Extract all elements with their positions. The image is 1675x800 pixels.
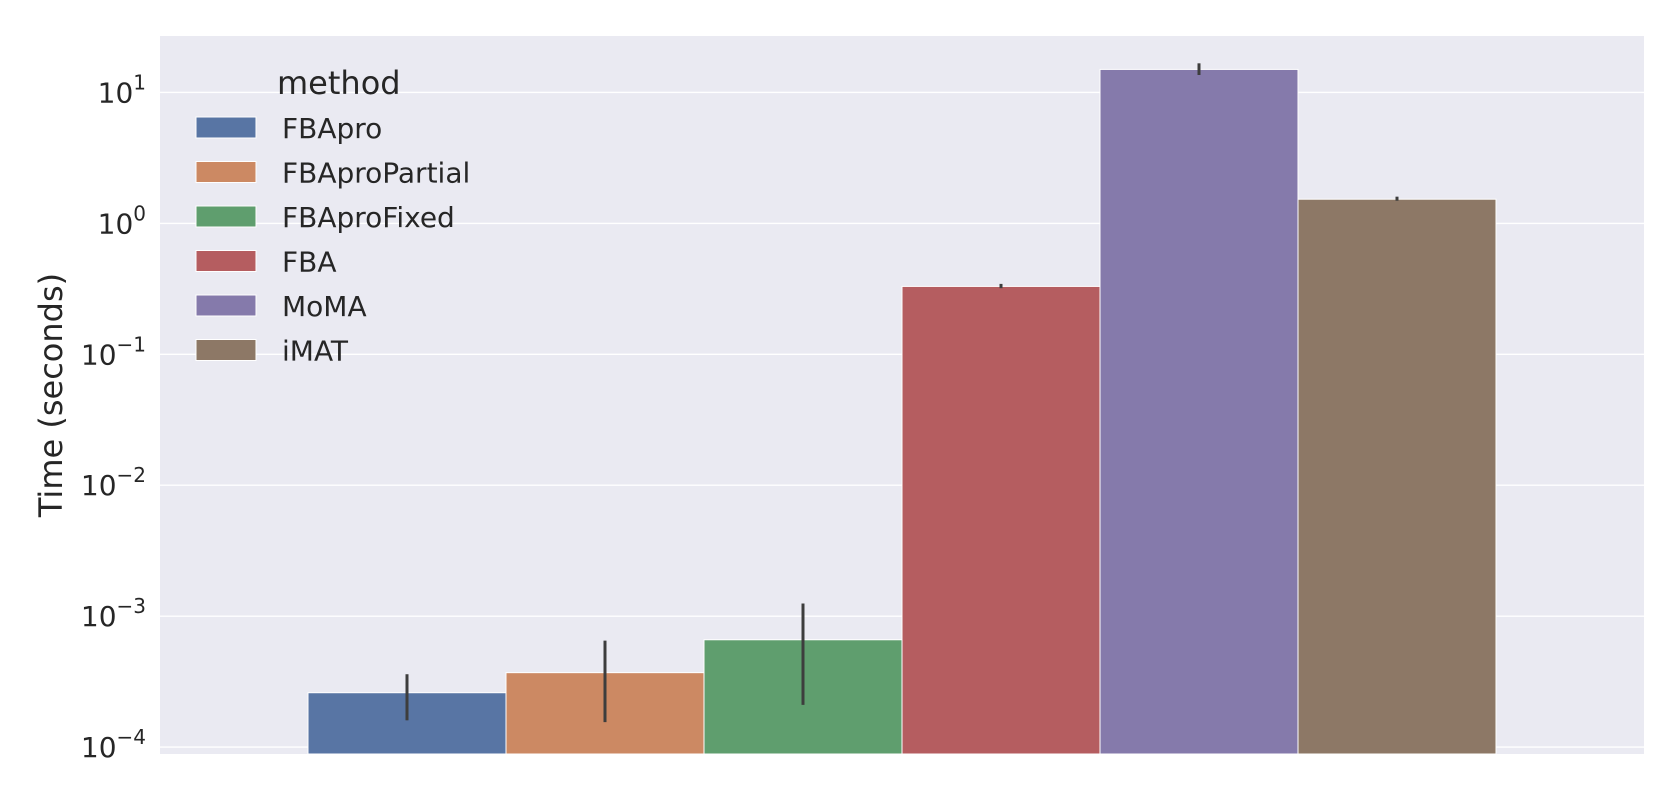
legend-swatch-fba bbox=[195, 250, 257, 272]
y-axis-label: Time (seconds) bbox=[32, 273, 70, 518]
bar-moma bbox=[1099, 68, 1299, 755]
y-tick-label: 10−1 bbox=[81, 332, 146, 371]
legend-swatch-moma bbox=[195, 294, 257, 317]
legend-label-moma: MoMA bbox=[282, 290, 367, 323]
y-tick-label: 10−4 bbox=[81, 725, 146, 764]
legend-label-imat: iMAT bbox=[282, 335, 349, 368]
bar-imat bbox=[1297, 198, 1497, 755]
legend-label-fbaprofixed: FBAproFixed bbox=[282, 201, 455, 234]
error-bars-group bbox=[405, 63, 1399, 723]
legend-title: method bbox=[277, 64, 401, 102]
bar-fba bbox=[901, 285, 1101, 755]
legend-swatch-fbapro bbox=[195, 116, 257, 139]
legend-label-fbapro: FBApro bbox=[282, 112, 382, 145]
y-axis-ticks: 10−4 10−3 10−2 10−1 100 101 bbox=[81, 70, 146, 764]
legend-swatch-fbapropartial bbox=[195, 161, 257, 183]
y-tick-label: 101 bbox=[98, 70, 146, 109]
legend-swatch-fbaprofixed bbox=[195, 205, 257, 228]
legend: method FBApro FBAproPartial FBAproFixed FBA… bbox=[195, 64, 470, 368]
bars-group bbox=[307, 68, 1497, 755]
legend-label-fbapropartial: FBAproPartial bbox=[282, 157, 470, 190]
y-tick-label: 10−3 bbox=[81, 594, 146, 633]
legend-swatch-imat bbox=[195, 339, 257, 361]
legend-label-fba: FBA bbox=[282, 246, 336, 279]
y-tick-label: 10−2 bbox=[81, 463, 146, 502]
y-tick-label: 100 bbox=[98, 201, 146, 240]
